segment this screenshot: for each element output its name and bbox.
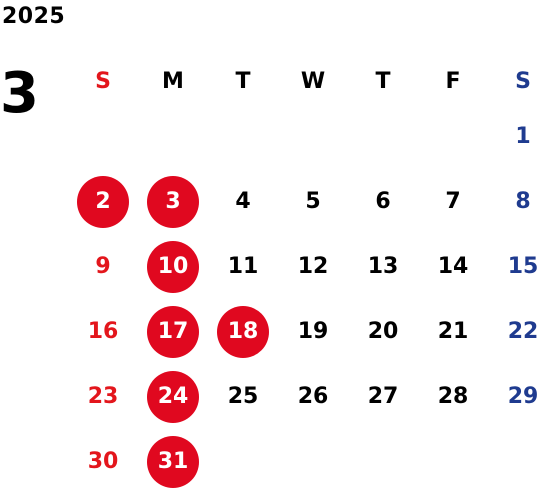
day-cell[interactable]: 6 — [348, 169, 418, 234]
day-cell[interactable]: 5 — [278, 169, 348, 234]
day-cell[interactable]: 21 — [418, 299, 488, 364]
day-cell[interactable]: 25 — [208, 364, 278, 429]
day-cell[interactable]: 29 — [488, 364, 548, 429]
holiday-day-number: 10 — [147, 240, 199, 293]
day-cell[interactable]: 27 — [348, 364, 418, 429]
day-number: 1 — [515, 124, 531, 149]
day-number: 20 — [367, 319, 399, 344]
day-cell — [208, 429, 278, 494]
day-cell — [278, 429, 348, 494]
day-cell[interactable]: 26 — [278, 364, 348, 429]
day-cell[interactable]: 19 — [278, 299, 348, 364]
year-label: 2025 — [2, 4, 66, 29]
day-cell[interactable]: 2 — [68, 169, 138, 234]
day-cell[interactable]: 14 — [418, 234, 488, 299]
weekday-header-thursday: T — [375, 68, 391, 94]
week-row: 23 24 25 26 27 28 29 — [68, 364, 548, 429]
day-cell[interactable]: 12 — [278, 234, 348, 299]
day-number: 8 — [515, 189, 531, 214]
week-row: 9 10 11 12 13 14 15 — [68, 234, 548, 299]
week-row: 30 31 — [68, 429, 548, 494]
holiday-day-number: 18 — [217, 305, 269, 358]
day-cell[interactable]: 31 — [138, 429, 208, 494]
day-number: 14 — [437, 254, 469, 279]
day-number: 5 — [305, 189, 321, 214]
weekday-header-monday: M — [162, 68, 184, 94]
holiday-day-number: 3 — [147, 175, 199, 228]
day-cell — [278, 104, 348, 169]
day-cell[interactable]: 30 — [68, 429, 138, 494]
day-cell[interactable]: 9 — [68, 234, 138, 299]
day-cell[interactable]: 13 — [348, 234, 418, 299]
month-number: 3 — [0, 61, 39, 126]
day-cell[interactable]: 17 — [138, 299, 208, 364]
day-cell[interactable]: 11 — [208, 234, 278, 299]
day-cell — [488, 429, 548, 494]
day-cell[interactable]: 16 — [68, 299, 138, 364]
week-row: 1 — [68, 104, 548, 169]
weekday-header-saturday: S — [515, 68, 531, 94]
day-number: 30 — [87, 449, 119, 474]
day-cell[interactable]: 3 — [138, 169, 208, 234]
day-number: 9 — [95, 254, 111, 279]
day-number: 27 — [367, 384, 399, 409]
weekday-header-sunday: S — [95, 68, 111, 94]
holiday-day-number: 24 — [147, 370, 199, 423]
weekday-header-wednesday: W — [300, 68, 326, 94]
day-cell — [348, 104, 418, 169]
holiday-day-number: 17 — [147, 305, 199, 358]
day-cell[interactable]: 10 — [138, 234, 208, 299]
day-number: 19 — [297, 319, 329, 344]
day-cell[interactable]: 1 — [488, 104, 548, 169]
weekday-header-row: S M T W T F S — [68, 58, 548, 104]
day-number: 11 — [227, 254, 259, 279]
day-cell[interactable]: 7 — [418, 169, 488, 234]
day-cell[interactable]: 22 — [488, 299, 548, 364]
day-cell[interactable]: 28 — [418, 364, 488, 429]
day-cell — [138, 104, 208, 169]
day-cell[interactable]: 24 — [138, 364, 208, 429]
day-cell — [418, 104, 488, 169]
day-number: 28 — [437, 384, 469, 409]
day-number: 13 — [367, 254, 399, 279]
holiday-day-number: 31 — [147, 435, 199, 488]
day-cell[interactable]: 8 — [488, 169, 548, 234]
weekday-header-tuesday: T — [235, 68, 251, 94]
day-number: 12 — [297, 254, 329, 279]
day-number: 7 — [445, 189, 461, 214]
day-number: 25 — [227, 384, 259, 409]
day-number: 6 — [375, 189, 391, 214]
weeks-container: 1 2 3 4 5 6 7 8 9 10 11 12 13 14 15 16 17 18 19 20 21 22 23 24 2… — [68, 104, 548, 494]
day-number: 23 — [87, 384, 119, 409]
day-number: 29 — [507, 384, 539, 409]
day-cell[interactable]: 20 — [348, 299, 418, 364]
calendar-grid: S M T W T F S 1 2 3 4 5 6 7 8 9 10 11 12 13 14 15 16 17 1… — [68, 58, 548, 494]
day-cell — [208, 104, 278, 169]
day-number: 26 — [297, 384, 329, 409]
day-cell — [68, 104, 138, 169]
day-cell[interactable]: 18 — [208, 299, 278, 364]
day-number: 21 — [437, 319, 469, 344]
day-number: 22 — [507, 319, 539, 344]
day-cell — [418, 429, 488, 494]
holiday-day-number: 2 — [77, 175, 129, 228]
day-cell — [348, 429, 418, 494]
week-row: 16 17 18 19 20 21 22 — [68, 299, 548, 364]
day-cell[interactable]: 15 — [488, 234, 548, 299]
day-cell[interactable]: 4 — [208, 169, 278, 234]
day-number: 4 — [235, 189, 251, 214]
day-number: 15 — [507, 254, 539, 279]
day-cell[interactable]: 23 — [68, 364, 138, 429]
weekday-header-friday: F — [445, 68, 461, 94]
day-number: 16 — [87, 319, 119, 344]
